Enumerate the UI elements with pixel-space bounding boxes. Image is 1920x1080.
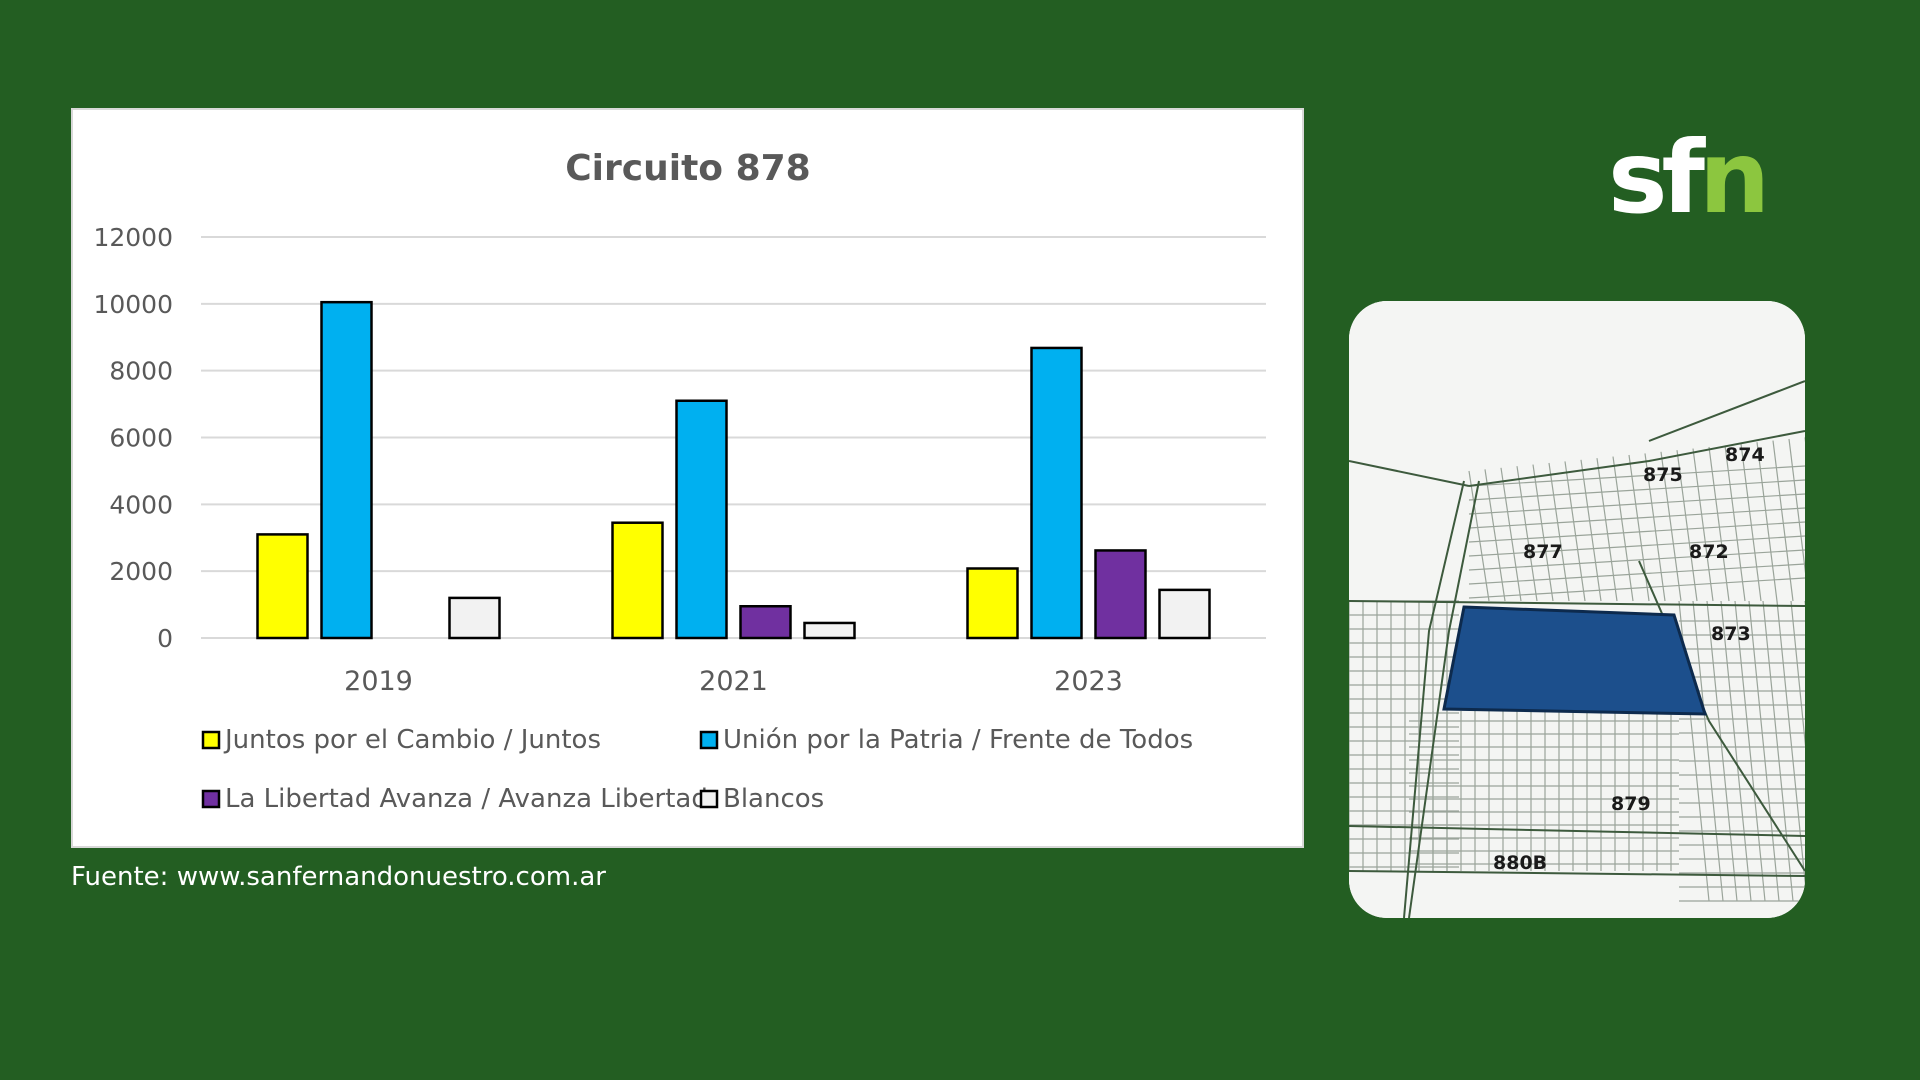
circuit-map: 874 875 877 872 873 879 880B xyxy=(1349,301,1805,918)
map-street xyxy=(1596,458,1618,602)
legend-label: Blancos xyxy=(723,784,824,814)
map-street xyxy=(1660,451,1682,602)
y-tick-label: 6000 xyxy=(109,424,173,453)
map-street xyxy=(1692,448,1714,602)
map-street xyxy=(1468,479,1805,501)
map-street xyxy=(1468,549,1805,571)
x-category-label: 2021 xyxy=(699,666,768,697)
map-label-873: 873 xyxy=(1711,623,1751,645)
map-label-875: 875 xyxy=(1643,464,1683,486)
map-label-880b: 880B xyxy=(1493,852,1547,874)
legend-swatch xyxy=(201,730,221,750)
map-street xyxy=(1748,600,1780,902)
map-road xyxy=(1408,480,1480,918)
bar-chart: Circuito 878 0 2000 4000 6000 8000 10000 12000… xyxy=(93,148,1266,814)
map-road xyxy=(1648,380,1805,442)
bar-2023-series-2 xyxy=(1094,549,1147,640)
legend-label: La Libertad Avanza / Avanza Libertad xyxy=(225,784,708,814)
map-street xyxy=(1692,600,1724,902)
map-street xyxy=(1776,600,1805,888)
bar-2021-series-0 xyxy=(611,521,664,640)
map-street xyxy=(1706,600,1738,902)
map-street xyxy=(1734,600,1766,902)
bar-2021-series-3 xyxy=(803,621,856,640)
y-tick-label: 2000 xyxy=(109,557,173,586)
map-street xyxy=(1468,563,1805,585)
map-road xyxy=(1349,600,1805,607)
map-street xyxy=(1724,445,1746,602)
legend-label: Juntos por el Cambio / Juntos xyxy=(223,725,601,755)
map-street xyxy=(1468,535,1805,557)
circuit-878-highlight xyxy=(1442,605,1708,716)
circuit-map-card: 874 875 877 872 873 879 880B xyxy=(1349,301,1805,918)
map-street xyxy=(1500,467,1522,602)
map-street xyxy=(1580,459,1602,602)
map-road xyxy=(1349,460,1470,487)
map-street xyxy=(1516,466,1538,602)
chart-panel: Circuito 878 0 2000 4000 6000 8000 10000 12000… xyxy=(71,108,1304,848)
map-road xyxy=(1349,825,1805,837)
y-tick-label: 4000 xyxy=(109,490,173,519)
map-label-872: 872 xyxy=(1689,541,1729,563)
bar-2021-series-1 xyxy=(675,399,728,640)
y-tick-label: 8000 xyxy=(109,357,173,386)
map-street xyxy=(1468,493,1805,515)
map-street xyxy=(1468,521,1805,543)
map-label-879: 879 xyxy=(1611,793,1651,815)
map-street xyxy=(1468,577,1805,599)
chart-title: Circuito 878 xyxy=(565,148,810,189)
bar-2019-series-3 xyxy=(448,596,501,640)
map-street xyxy=(1720,600,1752,902)
map-street xyxy=(1644,453,1666,602)
bar-2021-series-2 xyxy=(739,605,792,640)
map-street xyxy=(1762,600,1794,902)
y-tick-label: 12000 xyxy=(93,223,173,252)
map-street xyxy=(1468,470,1490,602)
source-caption: Fuente: www.sanfernandonuestro.com.ar xyxy=(71,862,606,892)
legend-swatch xyxy=(699,789,719,809)
bar-2023-series-3 xyxy=(1158,588,1211,640)
map-street xyxy=(1468,507,1805,529)
bar-2019-series-0 xyxy=(256,533,309,640)
map-street xyxy=(1788,438,1805,574)
map-road xyxy=(1349,870,1805,877)
x-category-label: 2019 xyxy=(344,666,413,697)
map-street xyxy=(1468,465,1805,487)
bar-2023-series-1 xyxy=(1030,346,1083,640)
x-category-label: 2023 xyxy=(1054,666,1123,697)
logo-text-white: sf xyxy=(1608,119,1705,236)
map-road xyxy=(1403,480,1465,918)
map-street xyxy=(1676,450,1698,602)
legend-swatch xyxy=(699,730,719,750)
y-tick-label: 10000 xyxy=(93,290,173,319)
legend-label: Unión por la Patria / Frente de Todos xyxy=(723,725,1193,755)
sfn-logo: sfn xyxy=(1608,128,1770,228)
bar-2019-series-1 xyxy=(320,300,373,640)
map-road xyxy=(1468,430,1805,487)
y-tick-label: 0 xyxy=(157,624,173,653)
logo-text-green: n xyxy=(1699,119,1770,236)
map-street xyxy=(1790,600,1805,748)
map-label-874: 874 xyxy=(1725,444,1765,466)
map-street xyxy=(1612,456,1634,602)
bar-2023-series-0 xyxy=(966,567,1019,640)
map-street xyxy=(1708,446,1730,602)
map-street xyxy=(1532,464,1554,602)
map-label-877: 877 xyxy=(1523,541,1563,563)
map-street xyxy=(1484,469,1506,602)
legend-swatch xyxy=(201,789,221,809)
